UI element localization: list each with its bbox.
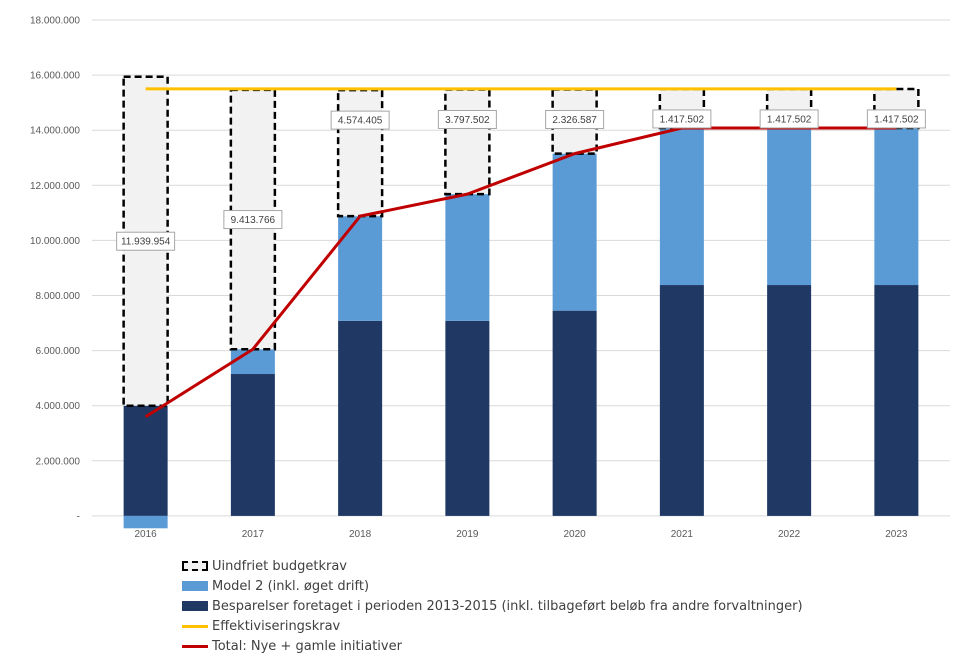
- bar-besparelser: [659, 285, 704, 516]
- bar-model2: [230, 349, 275, 375]
- data-labels: 11.939.954 9.413.766 4.574.405 3.797.502 2.3…: [116, 109, 926, 251]
- legend-item-model2: Model 2 (inkl. øget drift): [182, 576, 942, 596]
- data-label-box: [652, 109, 712, 129]
- bar-besparelser: [230, 374, 275, 516]
- legend-item-uindfriet: Uindfriet budgetkrav: [182, 556, 942, 576]
- x-tick-label: 2016: [135, 529, 158, 540]
- bar-model2: [338, 216, 383, 321]
- legend: Uindfriet budgetkrav Model 2 (inkl. øget…: [182, 556, 942, 656]
- y-tick-label: 4.000.000: [36, 401, 81, 412]
- y-tick-label: 8.000.000: [36, 291, 81, 302]
- legend-item-total: Total: Nye + gamle initiativer: [182, 636, 942, 656]
- bar-besparelser: [767, 285, 812, 516]
- legend-label: Effektiviseringskrav: [212, 618, 341, 634]
- bar-besparelser: [123, 405, 168, 516]
- bar-model2: [874, 127, 919, 286]
- y-tick-label: -: [77, 511, 80, 522]
- y-tick-label: 16.000.000: [30, 71, 80, 82]
- data-label-box: [545, 110, 605, 130]
- legend-label: Uindfriet budgetkrav: [212, 558, 348, 574]
- legend-swatch-dashed: [182, 561, 208, 571]
- bar-besparelser: [445, 320, 490, 516]
- bar-besparelser: [874, 285, 919, 516]
- legend-label: Besparelser foretaget i perioden 2013-20…: [212, 598, 803, 614]
- bar-uindfriet: [444, 88, 491, 196]
- x-tick-label: 2018: [349, 529, 372, 540]
- y-axis-tick-labels: -2.000.000-2.000.0004.000.0006.000.0008.…: [30, 16, 81, 523]
- legend-item-besparelser: Besparelser foretaget i perioden 2013-20…: [182, 596, 942, 616]
- y-tick-label: 18.000.000: [30, 16, 80, 27]
- data-label-box: [759, 109, 819, 129]
- data-label-box: [223, 210, 283, 230]
- bar-model2: [767, 127, 812, 286]
- data-label-box: [866, 109, 926, 129]
- x-tick-label: 2022: [778, 529, 801, 540]
- bar-model2: [123, 515, 168, 529]
- x-axis-tick-labels: 2016 2017 2018 2019 2020 2021 2022 2023: [135, 529, 908, 540]
- legend-swatch-yellow-line: [182, 624, 208, 628]
- data-label: 11.939.954: [121, 237, 171, 248]
- y-tick-label: 12.000.000: [30, 181, 80, 192]
- y-tick-label: 10.000.000: [30, 236, 80, 247]
- bar-besparelser: [552, 310, 597, 516]
- legend-label: Total: Nye + gamle initiativer: [212, 638, 402, 654]
- x-tick-label: 2020: [564, 529, 587, 540]
- x-tick-label: 2019: [456, 529, 479, 540]
- data-label: 9.413.766: [231, 215, 276, 226]
- data-label: 1.417.502: [660, 114, 705, 125]
- data-label: 2.326.587: [552, 115, 597, 126]
- data-label: 1.417.502: [874, 114, 919, 125]
- y-tick-label: 6.000.000: [36, 346, 81, 357]
- x-tick-label: 2023: [885, 529, 908, 540]
- data-label-box: [437, 109, 497, 129]
- bar-uindfriet: [336, 88, 384, 218]
- x-tick-label: 2017: [242, 529, 265, 540]
- y-tick-label: 14.000.000: [30, 126, 80, 137]
- bar-besparelser: [338, 320, 383, 516]
- x-tick-label: 2021: [671, 529, 694, 540]
- legend-item-effektiviseringskrav: Effektiviseringskrav: [182, 616, 942, 636]
- legend-label: Model 2 (inkl. øget drift): [212, 578, 370, 594]
- legend-swatch-dark-blue: [182, 601, 208, 611]
- data-label: 3.797.502: [445, 115, 490, 126]
- bar-model2: [445, 194, 490, 321]
- data-label-box: [330, 110, 390, 130]
- y-tick-label: 2.000.000: [36, 456, 81, 467]
- data-label: 1.417.502: [767, 114, 812, 125]
- gridlines: [92, 19, 950, 517]
- data-label: 4.574.405: [338, 116, 383, 127]
- data-label-box: [116, 231, 176, 251]
- legend-swatch-red-line: [182, 644, 208, 648]
- bar-model2: [659, 127, 704, 286]
- chart: -2.000.000-2.000.0004.000.0006.000.0008.…: [30, 16, 950, 540]
- bar-model2: [552, 153, 597, 311]
- legend-swatch-light-blue: [182, 581, 208, 591]
